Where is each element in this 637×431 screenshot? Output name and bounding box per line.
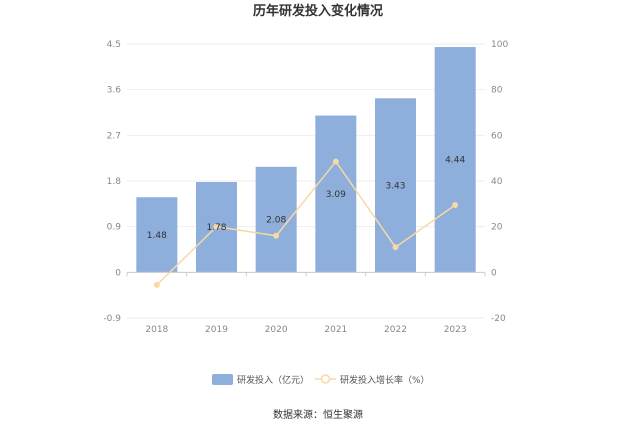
y-left-tick-label: -0.9 <box>103 314 121 324</box>
bar-series <box>136 47 476 273</box>
legend-swatch-line-marker <box>320 374 331 384</box>
bar <box>136 197 178 273</box>
x-tick-label: 2019 <box>205 325 228 335</box>
legend-swatch-bar <box>212 374 233 385</box>
bar-data-label: 2.08 <box>266 216 286 226</box>
bar-data-label: 4.44 <box>445 156 465 166</box>
y-left-tick-label: 0 <box>115 268 121 278</box>
line-point <box>392 244 399 251</box>
legend-label-line: 研发投入增长率（%） <box>340 374 430 386</box>
x-tick-label: 2020 <box>265 325 288 335</box>
bar-data-label: 1.78 <box>206 223 226 233</box>
x-tick-label: 2022 <box>384 325 407 335</box>
y-right-tick-label: 60 <box>491 131 503 141</box>
bar-data-label: 3.09 <box>326 190 346 200</box>
y-left-tick-label: 3.6 <box>107 86 122 96</box>
line-point <box>452 201 459 208</box>
y-right-tick-label: 0 <box>491 268 497 278</box>
x-axis: 2018 2019 2020 2021 2022 2023 <box>126 271 486 335</box>
line-point <box>153 281 160 288</box>
grid <box>127 43 485 319</box>
x-tick-label: 2018 <box>145 325 168 335</box>
y-left-tick-label: 0.9 <box>107 223 122 233</box>
legend: 研发投入（亿元） 研发投入增长率（%） <box>212 374 430 386</box>
y-left-tick-label: 2.7 <box>107 131 121 141</box>
y-right-tick-label: 20 <box>491 223 503 233</box>
bar <box>434 47 476 273</box>
bar-data-label: 1.48 <box>147 231 167 241</box>
legend-label-bar: 研发投入（亿元） <box>237 374 309 386</box>
chart-title: 历年研发投入变化情况 <box>253 3 383 19</box>
growth-line <box>156 160 456 286</box>
y-right-tick-label: 100 <box>491 40 508 50</box>
y-left-tick-label: 1.8 <box>107 177 122 187</box>
line-point <box>213 223 220 230</box>
bar-data-label: 3.43 <box>385 181 405 191</box>
line-point <box>273 232 280 239</box>
x-tick-label: 2023 <box>444 325 467 335</box>
y-right-tick-label: 40 <box>491 177 503 187</box>
x-tick-label: 2021 <box>324 325 347 335</box>
line-point <box>332 158 339 165</box>
bar <box>315 115 357 273</box>
y-right-tick-label: 80 <box>491 86 503 96</box>
line-series <box>153 158 459 288</box>
left-axis: 4.5 3.6 2.7 1.8 0.9 0 -0.9 <box>103 40 121 324</box>
y-left-tick-label: 4.5 <box>107 40 121 50</box>
bar-labels: 1.48 1.78 2.08 3.09 3.43 4.44 <box>147 156 466 241</box>
source-text: 数据来源：恒生聚源 <box>273 408 363 421</box>
y-right-tick-label: -20 <box>491 314 506 324</box>
right-axis: 100 80 60 40 20 0 -20 <box>491 40 508 324</box>
bar <box>375 98 416 273</box>
